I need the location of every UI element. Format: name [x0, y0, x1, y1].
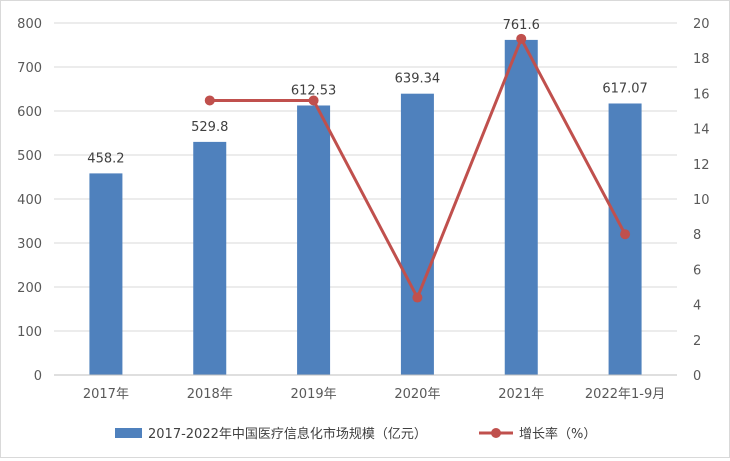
bar — [193, 141, 227, 375]
y-left-tick-label: 200 — [17, 281, 42, 296]
legend-bar-swatch — [115, 428, 142, 438]
y-right-tick-label: 8 — [693, 228, 701, 243]
y-right-tick-label: 4 — [693, 299, 701, 314]
y-left-tick-label: 300 — [17, 237, 42, 252]
y-left-tick-label: 700 — [17, 61, 42, 76]
x-tick-label: 2021年 — [498, 387, 544, 402]
line-series — [204, 33, 631, 303]
y-left-tick-label: 500 — [17, 149, 42, 164]
y-left-tick-label: 800 — [17, 17, 42, 32]
bar — [89, 173, 123, 375]
x-tick-label: 2022年1-9月 — [585, 387, 665, 402]
bar — [297, 105, 331, 375]
x-tick-label: 2017年 — [83, 387, 129, 402]
x-tick-label: 2020年 — [394, 387, 440, 402]
bar-data-label: 529.8 — [191, 120, 228, 135]
y-right-tick-label: 20 — [693, 17, 710, 32]
legend: 2017-2022年中国医疗信息化市场规模（亿元） 增长率（%） — [115, 426, 596, 442]
y-right-tick-label: 0 — [693, 369, 701, 384]
legend-line-label: 增长率（%） — [519, 426, 596, 442]
x-tick-label: 2019年 — [291, 387, 337, 402]
bar-data-label: 761.6 — [503, 18, 540, 33]
line-point — [308, 95, 319, 106]
bar-data-labels: 458.2 529.8 612.53 639.34 761.6 617.07 — [87, 18, 648, 166]
y-right-tick-label: 18 — [693, 52, 710, 67]
y-right-tick-label: 2 — [693, 334, 701, 349]
line-point — [620, 229, 631, 240]
legend-bar-label: 2017-2022年中国医疗信息化市场规模（亿元） — [148, 426, 427, 442]
y-right-tick-label: 14 — [693, 123, 710, 138]
x-axis: 2017年 2018年 2019年 2020年 2021年 2022年1-9月 — [54, 374, 677, 402]
bar — [504, 39, 538, 376]
bar-data-label: 617.07 — [602, 81, 648, 96]
bar-series — [89, 39, 642, 376]
y-right-tick-label: 12 — [693, 158, 710, 173]
line-point — [204, 95, 215, 106]
bar-data-label: 639.34 — [395, 72, 441, 87]
y-left-tick-label: 600 — [17, 105, 42, 120]
bar-data-label: 458.2 — [87, 151, 124, 166]
y-right-tick-label: 16 — [693, 87, 710, 102]
bar — [608, 103, 642, 375]
y-right-tick-label: 10 — [693, 193, 710, 208]
x-tick-label: 2018年 — [187, 387, 233, 402]
line-point — [516, 33, 527, 44]
line-point — [412, 292, 423, 303]
gridlines — [54, 22, 677, 332]
y-left-tick-label: 400 — [17, 193, 42, 208]
y-left-tick-label: 100 — [17, 325, 42, 340]
y-axis-right: 0 2 4 6 8 10 12 14 16 18 20 — [693, 17, 710, 384]
bar — [400, 93, 434, 375]
y-right-tick-label: 6 — [693, 263, 701, 278]
bar-data-label: 612.53 — [291, 83, 337, 98]
legend-line-marker — [491, 428, 501, 438]
y-axis-left: 0 100 200 300 400 500 600 700 800 — [17, 17, 42, 384]
y-left-tick-label: 0 — [34, 369, 42, 384]
